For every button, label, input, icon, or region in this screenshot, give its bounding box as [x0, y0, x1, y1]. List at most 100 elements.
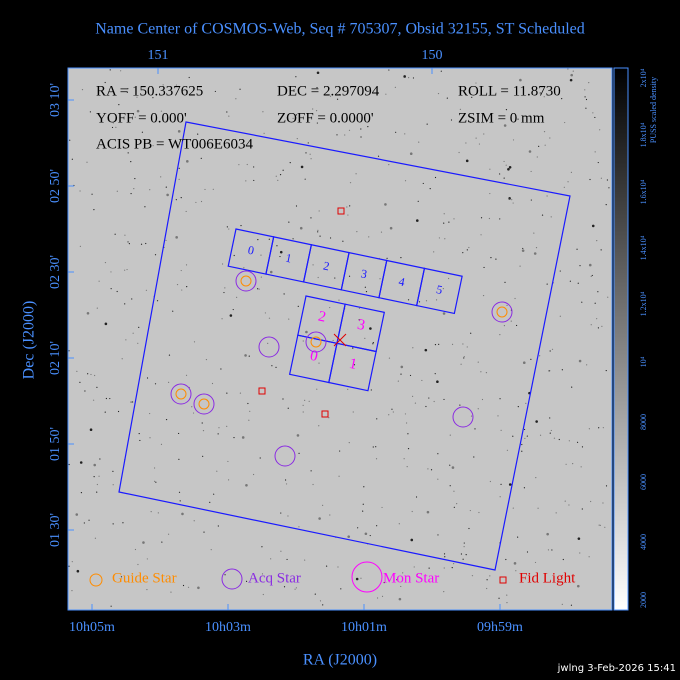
star [248, 355, 250, 357]
star [426, 123, 428, 125]
star [426, 510, 430, 514]
star [459, 404, 461, 406]
star [282, 398, 284, 400]
star [304, 178, 306, 180]
star [279, 250, 283, 254]
star [597, 291, 599, 293]
star [471, 96, 473, 99]
star [299, 226, 303, 230]
star [375, 458, 378, 460]
star [259, 457, 261, 459]
star [126, 268, 128, 271]
star [508, 165, 512, 169]
star [482, 294, 485, 297]
star [168, 354, 171, 356]
star [490, 257, 492, 259]
star [271, 365, 273, 367]
star [120, 576, 123, 578]
star [435, 299, 438, 301]
star [526, 551, 529, 553]
star [96, 386, 98, 388]
star [489, 480, 491, 483]
star [138, 326, 140, 329]
star [344, 134, 346, 136]
star [407, 299, 410, 301]
star [569, 280, 571, 282]
star [312, 264, 314, 266]
star [458, 151, 460, 154]
star [489, 168, 491, 170]
star [338, 86, 340, 88]
star [141, 131, 144, 133]
acq-star [274, 445, 296, 467]
star [296, 138, 298, 140]
star [466, 346, 468, 348]
star [288, 318, 290, 320]
star [294, 588, 296, 590]
star [285, 483, 288, 485]
star [304, 399, 306, 401]
left-tick-label: 03 10' [48, 83, 63, 117]
star [537, 507, 539, 509]
guide-star [240, 275, 252, 287]
star [289, 162, 291, 164]
star [588, 556, 590, 558]
star [576, 584, 580, 588]
star [110, 605, 112, 607]
star [131, 401, 134, 403]
chip-label: 1 [348, 356, 359, 373]
star [480, 234, 482, 236]
star [152, 145, 154, 147]
title: Name Center of COSMOS-Web, Seq # 705307,… [95, 21, 585, 38]
star [347, 214, 349, 216]
star [312, 108, 314, 110]
star [521, 450, 523, 452]
star [465, 554, 467, 556]
star [156, 300, 159, 302]
star [137, 563, 139, 566]
star [590, 324, 592, 326]
star [446, 97, 448, 99]
star [544, 144, 546, 146]
star [459, 108, 461, 110]
star [104, 411, 106, 413]
star [228, 228, 230, 230]
star [209, 501, 211, 503]
star [506, 449, 509, 451]
star [172, 310, 174, 312]
legend-label: Mon Star [383, 570, 439, 586]
star [114, 233, 116, 235]
star [236, 296, 238, 298]
star [249, 410, 251, 412]
acis-i-chips: 2 3 0 1 [288, 295, 386, 392]
info-text: RA = 150.337625 [96, 83, 203, 99]
star [153, 480, 156, 482]
star [588, 263, 592, 267]
star [166, 193, 169, 197]
star [392, 411, 394, 413]
star [245, 483, 248, 487]
star [495, 258, 497, 260]
star [268, 317, 271, 319]
star [604, 526, 606, 528]
star [551, 549, 553, 551]
star [318, 517, 321, 520]
star [314, 593, 316, 595]
star [178, 458, 180, 460]
chip-label: 3 [360, 266, 369, 281]
star [558, 438, 560, 441]
star [232, 308, 234, 311]
star [503, 160, 505, 163]
star [205, 358, 208, 361]
star [443, 591, 445, 593]
star [506, 594, 508, 596]
star [485, 372, 488, 374]
star [599, 129, 601, 131]
star [519, 78, 522, 82]
star [444, 238, 446, 240]
star [522, 247, 524, 250]
star [218, 427, 220, 429]
star [149, 412, 151, 415]
star [75, 513, 79, 516]
star [197, 133, 199, 135]
